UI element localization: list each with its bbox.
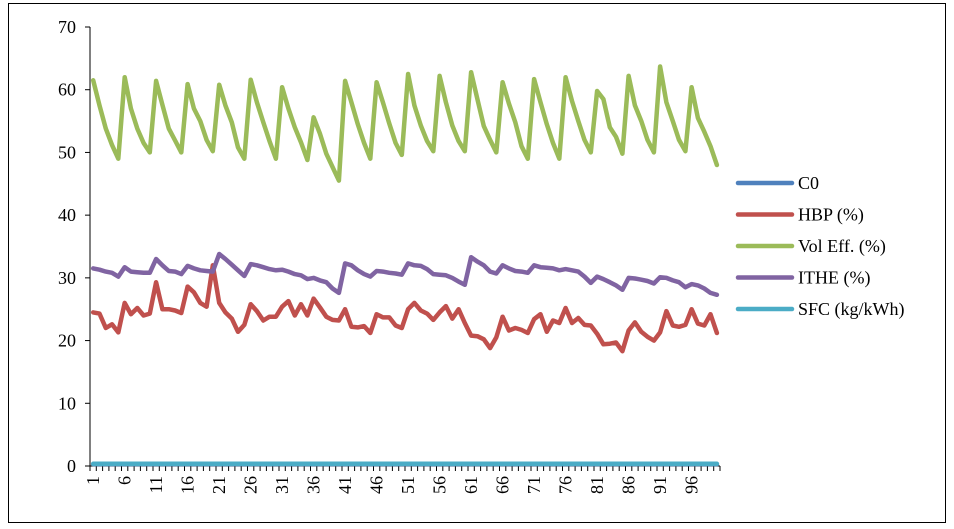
x-tick-label: 1 bbox=[83, 476, 103, 485]
legend-label: C0 bbox=[798, 173, 819, 193]
x-tick-label: 91 bbox=[650, 476, 670, 494]
x-tick-label: 16 bbox=[178, 476, 198, 494]
x-tick-label: 96 bbox=[682, 476, 702, 494]
y-tick-label: 0 bbox=[67, 456, 76, 476]
x-tick-label: 86 bbox=[619, 476, 639, 494]
x-tick-label: 81 bbox=[587, 476, 607, 494]
y-tick-label: 50 bbox=[58, 142, 76, 162]
x-tick-label: 66 bbox=[493, 476, 513, 494]
x-tick-label: 51 bbox=[398, 476, 418, 494]
series-line bbox=[90, 263, 720, 354]
x-tick-label: 11 bbox=[146, 476, 166, 493]
x-tick-label: 26 bbox=[241, 476, 261, 494]
y-tick-label: 30 bbox=[58, 268, 76, 288]
x-tick-label: 41 bbox=[335, 476, 355, 494]
x-tick-label: 31 bbox=[272, 476, 292, 494]
y-tick-label: 20 bbox=[58, 331, 76, 351]
x-tick-label: 56 bbox=[430, 476, 450, 494]
x-tick-label: 21 bbox=[209, 476, 229, 494]
legend-label: SFC (kg/kWh) bbox=[798, 299, 905, 320]
series-lines bbox=[90, 64, 720, 467]
x-tick-label: 46 bbox=[367, 476, 387, 494]
chart-frame bbox=[8, 3, 946, 523]
y-tick-label: 40 bbox=[58, 205, 76, 225]
x-tick-label: 76 bbox=[556, 476, 576, 494]
x-tick-label: 36 bbox=[304, 476, 324, 494]
legend-label: Vol Eff. (%) bbox=[798, 236, 886, 257]
y-tick-label: 70 bbox=[58, 17, 76, 37]
y-tick-label: 60 bbox=[58, 80, 76, 100]
series-line bbox=[90, 64, 720, 183]
series-line bbox=[90, 251, 720, 298]
x-tick-label: 61 bbox=[461, 476, 481, 494]
legend-label: HBP (%) bbox=[798, 205, 864, 226]
y-tick-label: 10 bbox=[58, 393, 76, 413]
x-tick-label: 71 bbox=[524, 476, 544, 494]
legend-label: ITHE (%) bbox=[798, 268, 870, 289]
legend: C0 HBP (%) Vol Eff. (%) ITHE (%) SFC (kg/kWh… bbox=[735, 173, 905, 320]
x-tick-label: 6 bbox=[115, 476, 135, 485]
